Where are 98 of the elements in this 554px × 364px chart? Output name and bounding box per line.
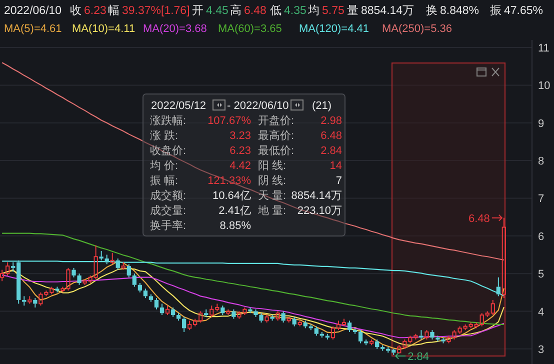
line-series: [2, 62, 504, 261]
annotation: 涨跌幅:: [150, 115, 186, 127]
text: 39.37%[1.76]: [122, 5, 190, 17]
y-tick-label: 9: [538, 118, 544, 130]
annotation: 6.48: [468, 212, 490, 225]
candlestick: [204, 308, 208, 318]
candlestick: [72, 267, 76, 278]
annotation: 6.23: [230, 145, 251, 157]
annotation: 3.23: [230, 130, 251, 142]
text: MA(60)=3.65: [218, 23, 282, 35]
y-tick-label: 7: [538, 193, 544, 206]
y-tick-label: 6: [538, 230, 544, 243]
candlestick: [126, 264, 131, 278]
annotation: 121.33%: [208, 175, 252, 187]
candlestick: [441, 337, 446, 344]
candlestick: [380, 344, 385, 352]
annotation: 223.10万: [297, 205, 342, 217]
candlestick: [430, 330, 434, 340]
text: 收: [70, 4, 82, 17]
candlestick: [99, 250, 104, 261]
y-tick-label: 4: [538, 306, 544, 318]
candlestick: [419, 330, 424, 340]
candlestick: [292, 316, 296, 327]
candlestick: [182, 316, 186, 332]
annotation: 阴 线:: [258, 174, 286, 187]
text: 开: [192, 4, 204, 17]
y-tick-label: 3: [538, 344, 544, 356]
y-tick-label: 11: [538, 42, 550, 55]
candlestick: [22, 296, 26, 306]
text: 4.45: [206, 5, 228, 17]
annotation: 8.85%: [220, 220, 252, 232]
annotation: 最高价:: [258, 129, 294, 142]
candlestick: [259, 312, 264, 324]
annotation: - 2022/06/10: [227, 100, 289, 112]
text: 均: [307, 4, 320, 17]
annotation: 6.48: [320, 130, 342, 142]
candlestick: [132, 273, 136, 288]
y-tick-label: 10: [538, 80, 550, 92]
annotation: 换手率:: [150, 219, 186, 232]
text: 振: [490, 4, 502, 17]
text: 低: [270, 4, 282, 17]
text: MA(250)=5.36: [382, 23, 452, 35]
y-tick-label: 8: [538, 156, 544, 168]
candlestick: [347, 320, 352, 332]
text: 8.848%: [440, 5, 480, 17]
candlestick: [352, 328, 358, 334]
annotation: 地 量:: [257, 204, 286, 217]
line-series: [2, 274, 504, 338]
text: 6.48: [244, 5, 266, 17]
candlestick: [138, 282, 142, 293]
annotation: 开盘价:: [258, 115, 294, 127]
candlestick: [375, 339, 380, 350]
annotation: 涨 跌:: [150, 130, 178, 142]
y-tick-label: 5: [538, 268, 544, 281]
annotation: 成交量:: [150, 204, 186, 217]
text: MA(5)=4.61: [4, 23, 62, 35]
annotation: 均 价:: [149, 160, 178, 172]
annotation: 10.64亿: [212, 190, 251, 202]
annotation: 阳 线:: [258, 159, 286, 172]
text: 高: [230, 3, 242, 17]
candlestick: [116, 258, 120, 270]
annotation: 7: [336, 175, 342, 187]
annotation: 2.98: [320, 115, 342, 127]
annotation: 2.84: [320, 145, 342, 157]
annotation: 107.67%: [208, 115, 252, 127]
text: MA(120)=4.41: [299, 23, 370, 35]
text: MA(10)=4.11: [72, 23, 136, 35]
annotation: 14: [330, 160, 342, 172]
candlestick: [77, 273, 82, 286]
candlestick: [160, 303, 164, 316]
text: 2022/06/10: [4, 5, 62, 17]
candlestick: [170, 306, 176, 318]
annotation: 最低价:: [258, 145, 294, 157]
line-series: [2, 232, 504, 325]
text: 量: [347, 4, 359, 17]
annotation: 4.42: [230, 160, 251, 172]
annotation: 2.41亿: [218, 205, 251, 217]
text: MA(20)=3.68: [143, 23, 207, 35]
text: 6.23: [84, 5, 106, 17]
candlestick: [220, 305, 225, 316]
text: 幅: [108, 4, 120, 17]
candlestick: [33, 298, 38, 308]
annotation: 振 幅:: [150, 175, 178, 187]
annotation: (21): [312, 100, 332, 112]
candlestick: [143, 288, 148, 299]
candlestick: [358, 330, 363, 344]
candlestick: [232, 308, 236, 320]
annotation: 成交额:: [150, 189, 186, 202]
text: 8854.14万: [361, 4, 415, 17]
candlestick: [154, 298, 159, 310]
text: 4.35: [284, 5, 306, 17]
text: 5.75: [322, 5, 344, 17]
annotation: 2022/05/12: [151, 100, 206, 112]
annotation: 8854.14万: [291, 190, 342, 202]
text: 换: [426, 4, 438, 17]
text: 47.65%: [504, 5, 544, 17]
candlestick: [436, 335, 440, 342]
candlestick: [254, 308, 258, 318]
